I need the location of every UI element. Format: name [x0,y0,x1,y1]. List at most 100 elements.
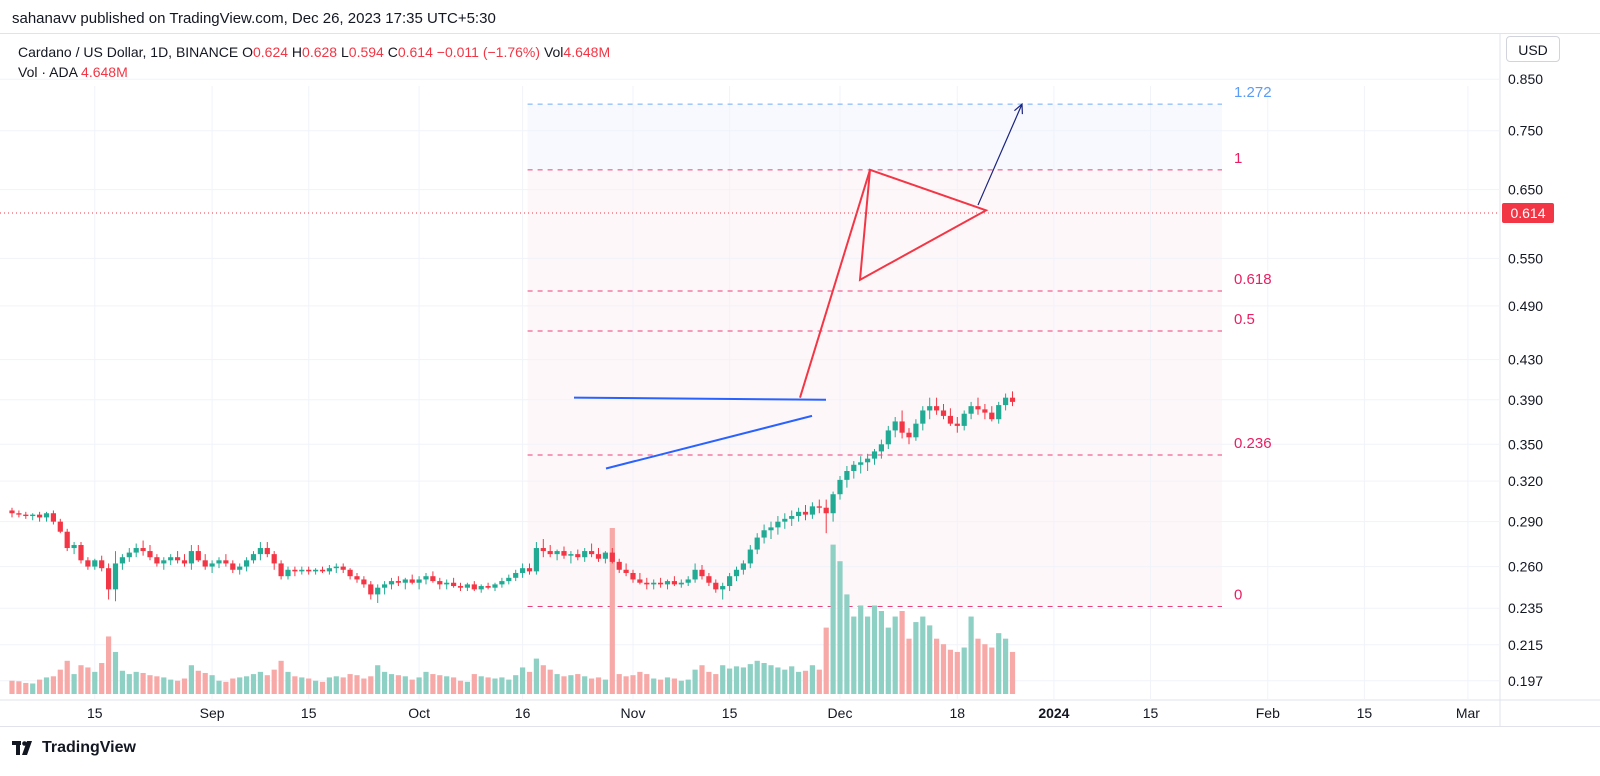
candle [451,577,457,588]
candle [402,577,408,590]
candle [858,456,864,474]
candle-body [223,560,229,564]
price-tick-label: 0.550 [1508,250,1543,266]
triangle-resistance-line [573,396,827,401]
candle-body [471,584,477,590]
candle [713,579,719,593]
candle-body [492,584,498,588]
candle [830,491,836,522]
candle-body [264,548,270,555]
time-tick-label: 15 [1357,705,1373,721]
candle-body [520,568,526,573]
candle [664,579,671,590]
candle-body [271,554,277,564]
price-chart[interactable]: 1.272 1 0.618 0.5 0.236 0 0.850 0.750 0.650 0.55… [0,34,1600,726]
candle [154,554,160,567]
candle [147,545,153,561]
candle-body [754,537,760,550]
volume-bar [237,677,243,694]
candle-body [830,494,836,514]
candle-body [430,576,436,582]
volume-bar [361,678,367,694]
pennant-pole [799,169,871,398]
volume-bar [188,665,194,694]
volume-bar [920,616,926,694]
volume-bar [292,676,298,694]
candle-body [37,514,43,518]
volume-bar [733,666,740,694]
volume-bar [99,663,105,694]
candle-body [285,569,291,577]
candle [568,551,574,564]
vol-label: Vol [543,44,564,60]
volume-bar [92,671,98,694]
volume-bar [85,667,91,694]
price-tick-label: 0.490 [1508,298,1543,314]
candle-body [202,560,208,567]
volume-bar [706,671,712,694]
candle [23,511,29,519]
volume-bar [740,667,746,694]
volume-bar [437,675,443,694]
volume-bar [727,668,733,694]
candle [264,542,270,558]
candle-body [92,560,98,567]
candle-body [637,579,643,583]
volume-bar [202,672,208,694]
candle-body [823,507,829,514]
candle-body [250,554,257,561]
candle-body [85,560,91,567]
candle [616,558,622,573]
pennant-triangle [858,168,989,282]
volume-indicator-label[interactable]: Vol · ADA [18,64,78,80]
volume-bar [871,605,878,694]
candle-body [416,579,422,583]
currency-button[interactable]: USD [1506,36,1560,62]
tradingview-brand[interactable]: TradingView [12,739,136,757]
volume-bar [968,616,974,694]
candle [464,582,470,592]
candle-body [623,569,629,573]
price-tick-label: 0.390 [1508,392,1543,408]
candle [796,507,802,522]
volume-bar [816,669,822,694]
volume-bar [699,665,705,694]
candle-body [1003,397,1009,406]
volume-bar [913,622,919,694]
candle [119,554,125,570]
fib-level-label: 1 [1234,150,1242,167]
symbol-name[interactable]: Cardano / US Dollar, 1D, BINANCE [18,44,239,60]
candle-body [630,572,636,580]
candle [223,554,229,567]
candle-body [237,566,243,570]
price-axis: 0.850 0.750 0.650 0.550 0.490 0.430 0.390 0.350… [1502,71,1554,689]
fib-level-label: 0.236 [1234,435,1272,452]
volume-bar [402,676,408,694]
candle-body [975,406,981,410]
candle [892,417,898,438]
volume-bar [671,678,677,694]
legend-volume-row: Vol · ADA 4.648M [18,62,610,82]
candle [644,577,650,590]
candle [333,563,339,573]
volume-bar [395,675,401,694]
candle [361,576,367,588]
candle-body [802,511,809,515]
candle-body [244,560,250,567]
candle [57,518,63,534]
time-tick-label: 15 [1143,705,1159,721]
candle-body [292,569,298,572]
volume-bar [589,678,595,694]
candle [444,579,450,590]
candle [630,569,636,583]
volume-bar [271,669,277,694]
candle [589,543,595,558]
candle-body [775,521,781,528]
candle [782,513,788,529]
candle [271,551,277,570]
candle-body [382,584,388,588]
candle-body [354,576,360,580]
low-value: 0.594 [348,44,384,60]
candle-body [533,548,539,572]
candle [768,521,774,540]
